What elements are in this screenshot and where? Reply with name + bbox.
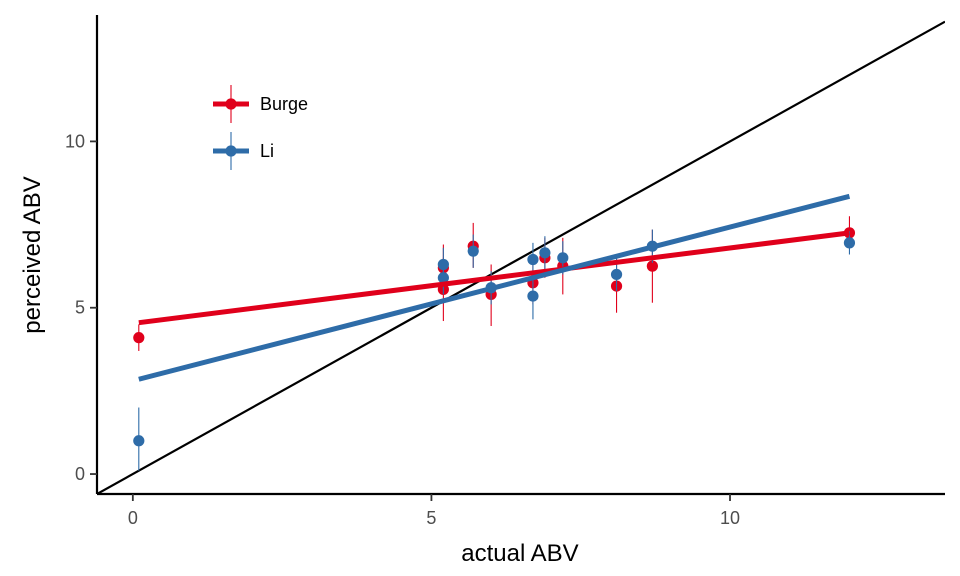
data-point-li-1	[437, 258, 449, 271]
fit-line-li	[138, 193, 851, 382]
data-point-li-3	[467, 245, 479, 257]
legend-point-li	[225, 145, 237, 157]
x-tick-label-10: 10	[720, 508, 740, 528]
legend-label-burge: Burge	[260, 94, 308, 114]
data-point-li-0	[133, 435, 145, 447]
y-tick-label-5: 5	[75, 298, 85, 318]
x-tick-label-5: 5	[426, 508, 436, 528]
data-point-li-8	[557, 252, 569, 264]
data-point-li-11	[843, 237, 856, 249]
x-tick-label-0: 0	[128, 508, 138, 528]
y-tick-label-0: 0	[75, 464, 85, 484]
data-point-li-6	[527, 290, 539, 302]
x-axis-title: actual ABV	[461, 540, 578, 567]
y-tick-label-10: 10	[65, 131, 85, 151]
legend: Burge Li	[213, 85, 308, 170]
data-point-burge-9	[646, 260, 658, 272]
data-point-li-9	[610, 268, 623, 281]
axes: 0 5 10 0 5 10	[65, 15, 945, 528]
y-axis-title: perceived ABV	[19, 176, 46, 333]
data-point-li-2	[437, 272, 449, 284]
legend-label-li: Li	[260, 141, 274, 161]
identity-line	[97, 20, 945, 494]
data-point-burge-0	[133, 332, 145, 344]
data-point-li-7	[539, 247, 551, 259]
plot-area	[97, 20, 945, 494]
legend-point-burge	[225, 98, 237, 110]
data-point-li-5	[527, 253, 539, 266]
fit-line-burge	[138, 230, 850, 326]
